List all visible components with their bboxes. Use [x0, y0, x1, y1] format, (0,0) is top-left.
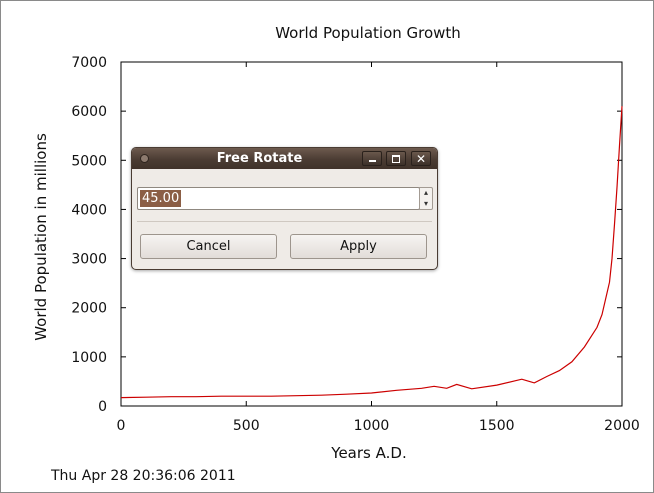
axes: 0 500 1000 1500 2000 0 1000 2000 3000 4000 5000 600…	[71, 55, 639, 434]
apply-button[interactable]: Apply	[290, 234, 427, 259]
maximize-icon	[387, 152, 405, 165]
angle-spinner[interactable]: ▴ ▾	[419, 187, 433, 210]
timestamp: Thu Apr 28 20:36:06 2011	[50, 468, 236, 484]
x-tick-label: 2000	[604, 418, 640, 434]
dialog-separator	[137, 221, 432, 222]
x-tick-label: 0	[117, 418, 126, 434]
close-button[interactable]: ✕	[411, 151, 431, 166]
y-tick-label: 4000	[71, 202, 107, 218]
close-icon: ✕	[415, 152, 427, 166]
y-tick-label: 5000	[71, 153, 107, 169]
window-menu-icon[interactable]	[140, 154, 149, 163]
y-tick-label: 3000	[71, 252, 107, 268]
chart-title: World Population Growth	[275, 24, 461, 42]
spin-up-icon[interactable]: ▴	[423, 188, 428, 197]
y-tick-label: 2000	[71, 301, 107, 317]
population-series-line	[120, 106, 623, 399]
y-tick-label: 6000	[71, 104, 107, 120]
spin-down-icon[interactable]: ▾	[423, 199, 428, 208]
x-axis-title: Years A.D.	[330, 444, 406, 462]
rotation-angle-input[interactable]: 45.00	[137, 187, 420, 210]
x-tick-label: 1000	[354, 418, 390, 434]
dialog-titlebar[interactable]: Free Rotate ✕	[132, 148, 437, 169]
minimize-icon	[363, 152, 381, 165]
y-axis-title: World Population in millions	[32, 133, 50, 341]
maximize-button[interactable]	[386, 151, 406, 166]
minimize-button[interactable]	[362, 151, 382, 166]
dialog-title: Free Rotate	[216, 151, 303, 166]
x-tick-label: 1500	[479, 418, 515, 434]
free-rotate-dialog: Free Rotate ✕ 45.00 ▴ ▾ Cancel Apply	[131, 147, 438, 270]
cancel-button[interactable]: Cancel	[140, 234, 277, 259]
y-tick-label: 1000	[71, 350, 107, 366]
y-tick-label: 7000	[71, 55, 107, 71]
rotation-angle-value: 45.00	[140, 190, 182, 207]
y-tick-label: 0	[98, 399, 107, 415]
x-tick-label: 500	[233, 418, 260, 434]
